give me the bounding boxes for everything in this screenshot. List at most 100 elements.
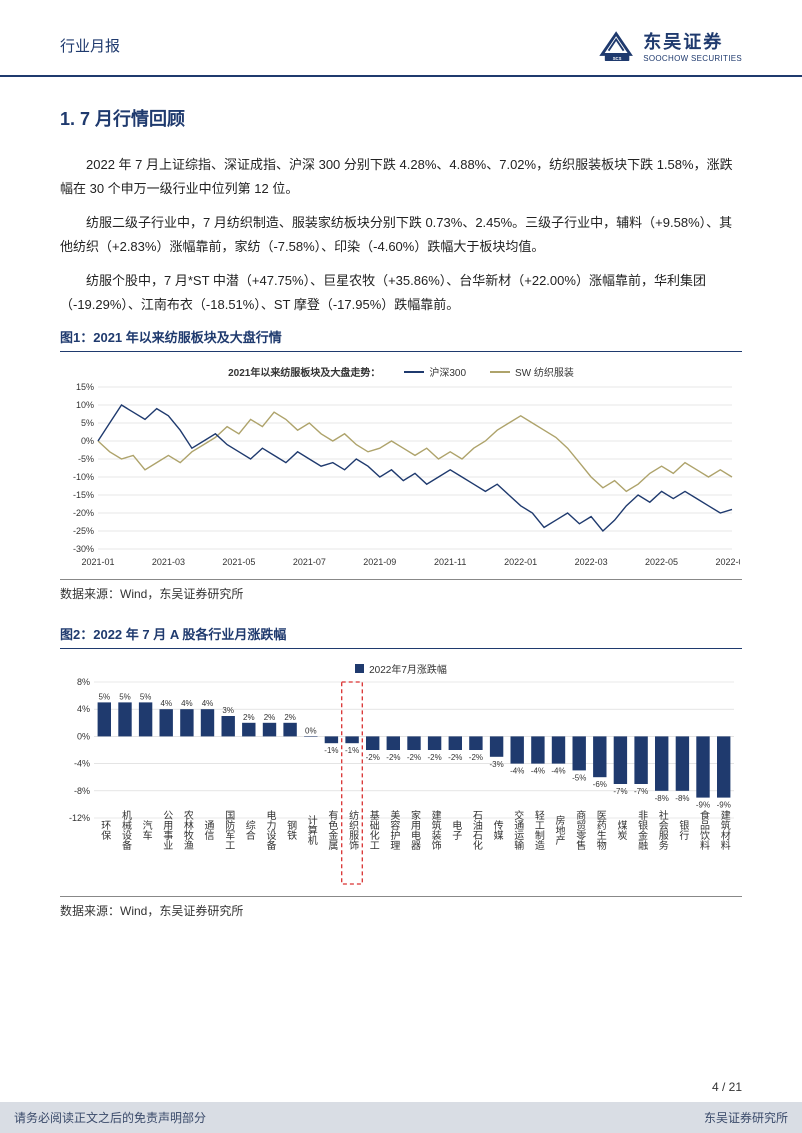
svg-text:2022-03: 2022-03 — [575, 557, 608, 567]
svg-text:有色金属: 有色金属 — [326, 809, 338, 851]
svg-text:4%: 4% — [161, 699, 173, 708]
page-number: 4 / 21 — [0, 1080, 802, 1102]
svg-text:2021-07: 2021-07 — [293, 557, 326, 567]
svg-text:4%: 4% — [181, 699, 193, 708]
paragraph: 纺服个股中，7 月*ST 中潜（+47.75%）、巨星农牧（+35.86%）、台… — [60, 269, 742, 317]
figure-2-source: 数据来源：Wind，东吴证券研究所 — [60, 896, 742, 919]
figure-1-chart: 2021年以来纺服板块及大盘走势： 沪深300 SW 纺织服装 -30% -25%… — [60, 360, 742, 575]
svg-text:国防军工: 国防军工 — [223, 810, 235, 850]
svg-text:房地产: 房地产 — [553, 814, 565, 846]
svg-text:建筑材料: 建筑材料 — [718, 809, 730, 851]
svg-text:-2%: -2% — [448, 753, 462, 762]
svg-text:传媒: 传媒 — [491, 820, 503, 841]
svg-text:10%: 10% — [76, 400, 94, 410]
legend-bar: 2022年7月涨跌幅 — [355, 661, 447, 676]
paragraph: 纺服二级子行业中，7 月纺织制造、服装家纺板块分别下跌 0.73%、2.45%。… — [60, 211, 742, 259]
svg-text:3%: 3% — [222, 706, 234, 715]
doc-type: 行业月报 — [60, 35, 120, 56]
svg-text:农林牧渔: 农林牧渔 — [181, 809, 193, 851]
logo-cn: 东吴证券 — [643, 28, 742, 54]
svg-text:2021-01: 2021-01 — [81, 557, 114, 567]
svg-text:基础化工: 基础化工 — [367, 809, 379, 850]
svg-text:-5%: -5% — [78, 454, 94, 464]
svg-text:-4%: -4% — [510, 767, 524, 776]
svg-text:-8%: -8% — [675, 794, 689, 803]
svg-text:建筑装饰: 建筑装饰 — [429, 809, 441, 851]
figure-2-chart: 2022年7月涨跌幅 -12%-8%-4%0%4%8%5%环保5%机械设备5%汽… — [60, 657, 742, 892]
figure-1-title: 图1：2021 年以来纺服板块及大盘行情 — [60, 327, 742, 352]
svg-text:2022-05: 2022-05 — [645, 557, 678, 567]
disclaimer-bar: 请务必阅读正文之后的免责声明部分 东吴证券研究所 — [0, 1102, 802, 1133]
svg-text:社会服务: 社会服务 — [656, 809, 668, 851]
page-footer: 4 / 21 请务必阅读正文之后的免责声明部分 东吴证券研究所 — [0, 1080, 802, 1133]
page-header: 行业月报 SCS 东吴证券 SOOCHOW SECURITIES — [0, 0, 802, 77]
svg-text:-1%: -1% — [324, 746, 338, 755]
footer-org: 东吴证券研究所 — [704, 1109, 788, 1126]
svg-text:-7%: -7% — [613, 787, 627, 796]
svg-text:-2%: -2% — [366, 753, 380, 762]
legend-hs300: 沪深300 — [404, 364, 466, 379]
svg-text:-2%: -2% — [469, 753, 483, 762]
svg-text:2021-05: 2021-05 — [222, 557, 255, 567]
figure-1-source: 数据来源：Wind，东吴证券研究所 — [60, 579, 742, 602]
svg-text:-12%: -12% — [69, 813, 90, 823]
bar-swatch — [355, 664, 364, 673]
svg-text:0%: 0% — [81, 436, 94, 446]
chart1-subtitle: 2021年以来纺服板块及大盘走势： — [228, 364, 380, 379]
svg-text:4%: 4% — [77, 704, 90, 714]
svg-text:-8%: -8% — [74, 786, 90, 796]
svg-text:公用事业: 公用事业 — [161, 810, 173, 850]
svg-text:综合: 综合 — [243, 819, 255, 841]
svg-text:-9%: -9% — [696, 801, 710, 810]
svg-text:0%: 0% — [305, 727, 317, 736]
svg-text:家用电器: 家用电器 — [409, 809, 421, 851]
svg-text:-15%: -15% — [73, 490, 94, 500]
legend-sw: SW 纺织服装 — [490, 364, 574, 379]
svg-text:2022-01: 2022-01 — [504, 557, 537, 567]
svg-text:非银金融: 非银金融 — [636, 810, 648, 851]
svg-text:2022-07: 2022-07 — [715, 557, 740, 567]
svg-text:环保: 环保 — [99, 820, 111, 841]
logo-icon: SCS — [599, 30, 637, 62]
svg-text:-20%: -20% — [73, 508, 94, 518]
bar-chart-svg: -12%-8%-4%0%4%8%5%环保5%机械设备5%汽车4%公用事业4%农林… — [60, 678, 740, 888]
svg-text:电力设备: 电力设备 — [264, 809, 276, 851]
svg-text:钢铁: 钢铁 — [285, 819, 297, 841]
svg-text:石油石化: 石油石化 — [470, 810, 482, 850]
hs300-swatch — [404, 371, 424, 373]
svg-text:电子: 电子 — [450, 819, 462, 840]
svg-text:煤炭: 煤炭 — [615, 819, 627, 841]
svg-text:-25%: -25% — [73, 526, 94, 536]
paragraph: 2022 年 7 月上证综指、深证成指、沪深 300 分别下跌 4.28%、4.… — [60, 153, 742, 201]
svg-text:-2%: -2% — [407, 753, 421, 762]
svg-text:-3%: -3% — [489, 760, 503, 769]
svg-text:2021-09: 2021-09 — [363, 557, 396, 567]
svg-text:-30%: -30% — [73, 544, 94, 554]
svg-text:-10%: -10% — [73, 472, 94, 482]
svg-text:5%: 5% — [81, 418, 94, 428]
svg-text:-4%: -4% — [551, 767, 565, 776]
line-chart-svg: -30%-25%-20%-15%-10%-5%0%5%10%15%2021-01… — [60, 381, 740, 571]
svg-text:-2%: -2% — [427, 753, 441, 762]
svg-text:食品饮料: 食品饮料 — [698, 809, 710, 851]
svg-text:5%: 5% — [119, 693, 131, 702]
chart1-legend: 2021年以来纺服板块及大盘走势： 沪深300 SW 纺织服装 — [60, 364, 742, 379]
svg-text:医药生物: 医药生物 — [594, 810, 606, 851]
svg-text:8%: 8% — [77, 678, 90, 687]
figure-2-title: 图2：2022 年 7 月 A 股各行业月涨跌幅 — [60, 624, 742, 649]
svg-text:5%: 5% — [140, 693, 152, 702]
svg-text:计算机: 计算机 — [305, 814, 317, 846]
svg-text:-1%: -1% — [345, 746, 359, 755]
svg-text:SCS: SCS — [613, 56, 622, 61]
svg-text:机械设备: 机械设备 — [120, 809, 132, 851]
svg-text:2021-03: 2021-03 — [152, 557, 185, 567]
svg-text:-6%: -6% — [593, 780, 607, 789]
svg-text:银行: 银行 — [677, 819, 689, 841]
company-logo: SCS 东吴证券 SOOCHOW SECURITIES — [599, 28, 742, 63]
disclaimer-text: 请务必阅读正文之后的免责声明部分 — [14, 1109, 206, 1126]
chart2-legend: 2022年7月涨跌幅 — [60, 661, 742, 676]
svg-text:美容护理: 美容护理 — [388, 809, 400, 850]
svg-text:-4%: -4% — [531, 767, 545, 776]
svg-text:2021-11: 2021-11 — [434, 557, 466, 567]
sw-swatch — [490, 371, 510, 373]
